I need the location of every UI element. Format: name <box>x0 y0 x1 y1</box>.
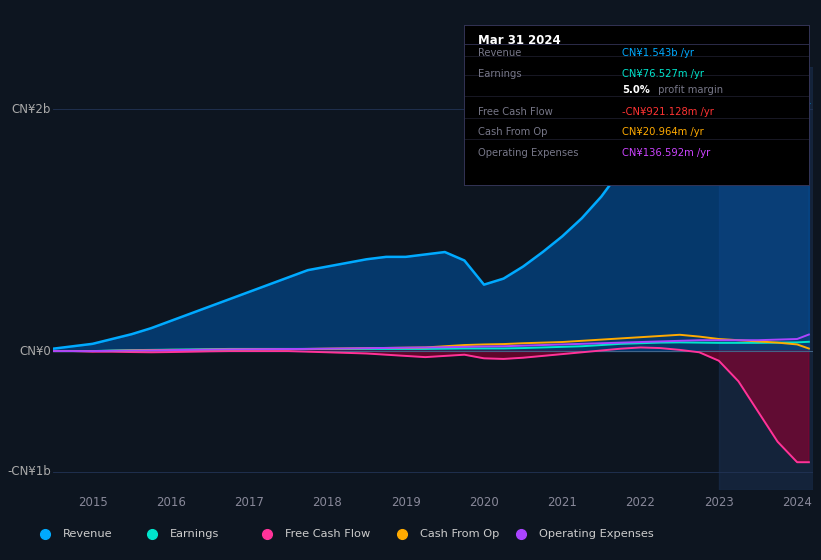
Text: CN¥0: CN¥0 <box>20 344 51 358</box>
Text: CN¥136.592m /yr: CN¥136.592m /yr <box>622 148 711 158</box>
Text: profit margin: profit margin <box>655 85 723 95</box>
Text: -CN¥1b: -CN¥1b <box>7 465 51 478</box>
Text: 5.0%: 5.0% <box>622 85 650 95</box>
Bar <box>719 67 813 490</box>
Text: CN¥20.964m /yr: CN¥20.964m /yr <box>622 127 704 137</box>
Text: -CN¥921.128m /yr: -CN¥921.128m /yr <box>622 106 714 116</box>
Text: CN¥2b: CN¥2b <box>11 103 51 116</box>
Text: Mar 31 2024: Mar 31 2024 <box>478 34 561 47</box>
Text: CN¥1.543b /yr: CN¥1.543b /yr <box>622 48 695 58</box>
Text: Operating Expenses: Operating Expenses <box>539 529 654 539</box>
Text: CN¥76.527m /yr: CN¥76.527m /yr <box>622 69 704 79</box>
Text: Earnings: Earnings <box>478 69 521 79</box>
Text: Free Cash Flow: Free Cash Flow <box>478 106 553 116</box>
Text: Revenue: Revenue <box>478 48 521 58</box>
Text: Operating Expenses: Operating Expenses <box>478 148 578 158</box>
Text: Revenue: Revenue <box>63 529 112 539</box>
Text: Earnings: Earnings <box>170 529 219 539</box>
Text: Cash From Op: Cash From Op <box>478 127 547 137</box>
Text: Cash From Op: Cash From Op <box>420 529 500 539</box>
Text: Free Cash Flow: Free Cash Flow <box>285 529 370 539</box>
